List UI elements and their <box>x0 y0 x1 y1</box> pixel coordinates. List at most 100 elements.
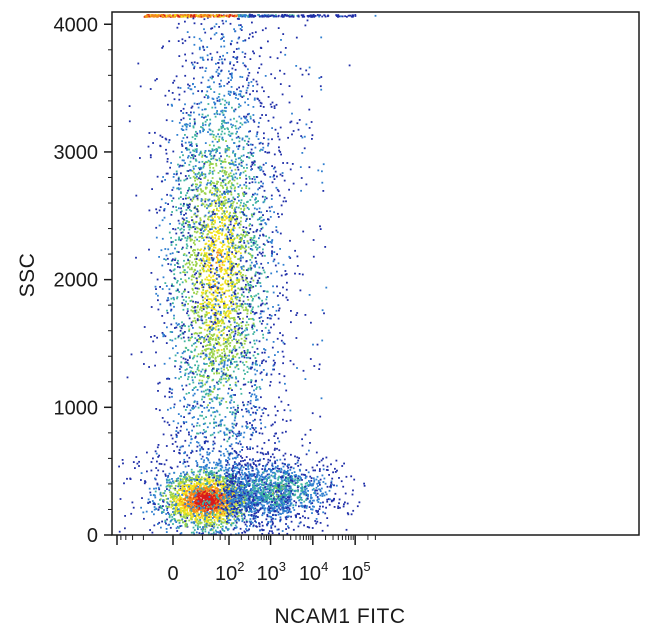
event-dot <box>238 432 241 435</box>
event-dot <box>184 53 186 56</box>
event-dot <box>238 270 240 273</box>
event-dot <box>182 205 185 207</box>
event-dot <box>218 113 221 116</box>
event-dot <box>186 235 189 238</box>
event-dot <box>216 369 218 372</box>
event-dot <box>200 200 203 202</box>
event-dot <box>189 238 192 241</box>
event-dot <box>217 515 220 518</box>
event-dot <box>259 234 261 237</box>
event-dot <box>167 408 169 411</box>
event-dot <box>177 179 180 182</box>
event-dot <box>242 303 244 306</box>
event-dot <box>208 266 211 268</box>
event-dot <box>201 174 204 177</box>
event-dot <box>211 279 214 281</box>
event-dot <box>209 189 212 192</box>
event-dot <box>177 176 180 179</box>
event-dot <box>162 470 165 473</box>
event-dot <box>236 264 239 266</box>
event-dot <box>212 312 215 315</box>
event-dot <box>196 432 198 435</box>
event-dot <box>236 277 239 279</box>
event-dot <box>241 96 244 98</box>
event-dot <box>245 425 248 428</box>
event-dot <box>207 240 210 242</box>
event-dot <box>236 218 238 220</box>
event-dot <box>212 345 215 348</box>
event-dot <box>167 299 170 301</box>
event-dot <box>251 276 253 279</box>
event-dot <box>237 329 240 331</box>
event-dot <box>236 404 239 407</box>
event-dot <box>220 349 223 351</box>
event-dot <box>149 156 152 159</box>
event-dot <box>199 174 202 176</box>
event-dot <box>216 320 219 323</box>
event-dot <box>222 359 225 362</box>
event-dot <box>230 187 233 190</box>
event-dot <box>236 296 239 299</box>
event-dot <box>250 296 253 298</box>
event-dot <box>218 135 221 138</box>
event-dot <box>230 229 232 232</box>
event-dot <box>254 285 257 287</box>
event-dot <box>258 142 261 145</box>
event-dot <box>178 197 180 200</box>
event-dot <box>158 256 160 258</box>
event-dot <box>237 287 240 290</box>
event-dot <box>237 411 239 413</box>
event-dot <box>194 254 196 257</box>
event-dot <box>231 411 234 414</box>
event-dot <box>226 354 229 357</box>
event-dot <box>223 326 226 329</box>
event-dot <box>217 258 220 261</box>
event-dot <box>172 150 175 153</box>
event-dot <box>208 365 210 367</box>
event-dot <box>217 209 220 212</box>
event-dot <box>242 288 244 291</box>
event-dot <box>232 197 235 200</box>
event-dot <box>233 164 236 167</box>
event-dot <box>162 495 165 497</box>
event-dot <box>202 173 205 175</box>
event-dot <box>232 216 234 219</box>
event-dot <box>179 266 181 269</box>
event-dot <box>246 156 248 158</box>
event-dot <box>239 95 242 97</box>
event-dot <box>170 241 173 243</box>
event-dot <box>214 314 217 317</box>
event-dot <box>193 482 196 485</box>
event-dot <box>253 368 256 371</box>
event-dot <box>174 337 177 340</box>
event-dot <box>223 103 226 106</box>
event-dot <box>206 406 208 409</box>
event-dot <box>245 334 248 337</box>
event-dot <box>231 266 234 269</box>
event-dot <box>204 262 206 265</box>
event-dot <box>206 453 209 456</box>
event-dot <box>251 324 254 327</box>
event-dot <box>200 305 202 308</box>
event-dot <box>208 358 210 360</box>
event-dot <box>232 300 234 303</box>
event-dot <box>238 281 240 283</box>
event-dot <box>235 478 237 480</box>
event-dot <box>230 301 232 304</box>
event-dot <box>207 95 209 98</box>
event-dot <box>230 524 233 527</box>
event-dot <box>234 168 237 171</box>
event-dot <box>212 362 215 365</box>
event-dot <box>234 218 236 221</box>
event-dot <box>221 185 224 187</box>
event-dot <box>229 510 232 513</box>
event-dot <box>245 214 248 217</box>
event-dot <box>232 406 235 409</box>
event-dot <box>217 489 220 492</box>
event-dot <box>191 429 193 432</box>
event-dot <box>225 344 228 347</box>
event-dot <box>265 374 268 376</box>
event-dot <box>240 201 242 204</box>
event-dot <box>216 141 219 143</box>
event-dot <box>165 445 168 447</box>
